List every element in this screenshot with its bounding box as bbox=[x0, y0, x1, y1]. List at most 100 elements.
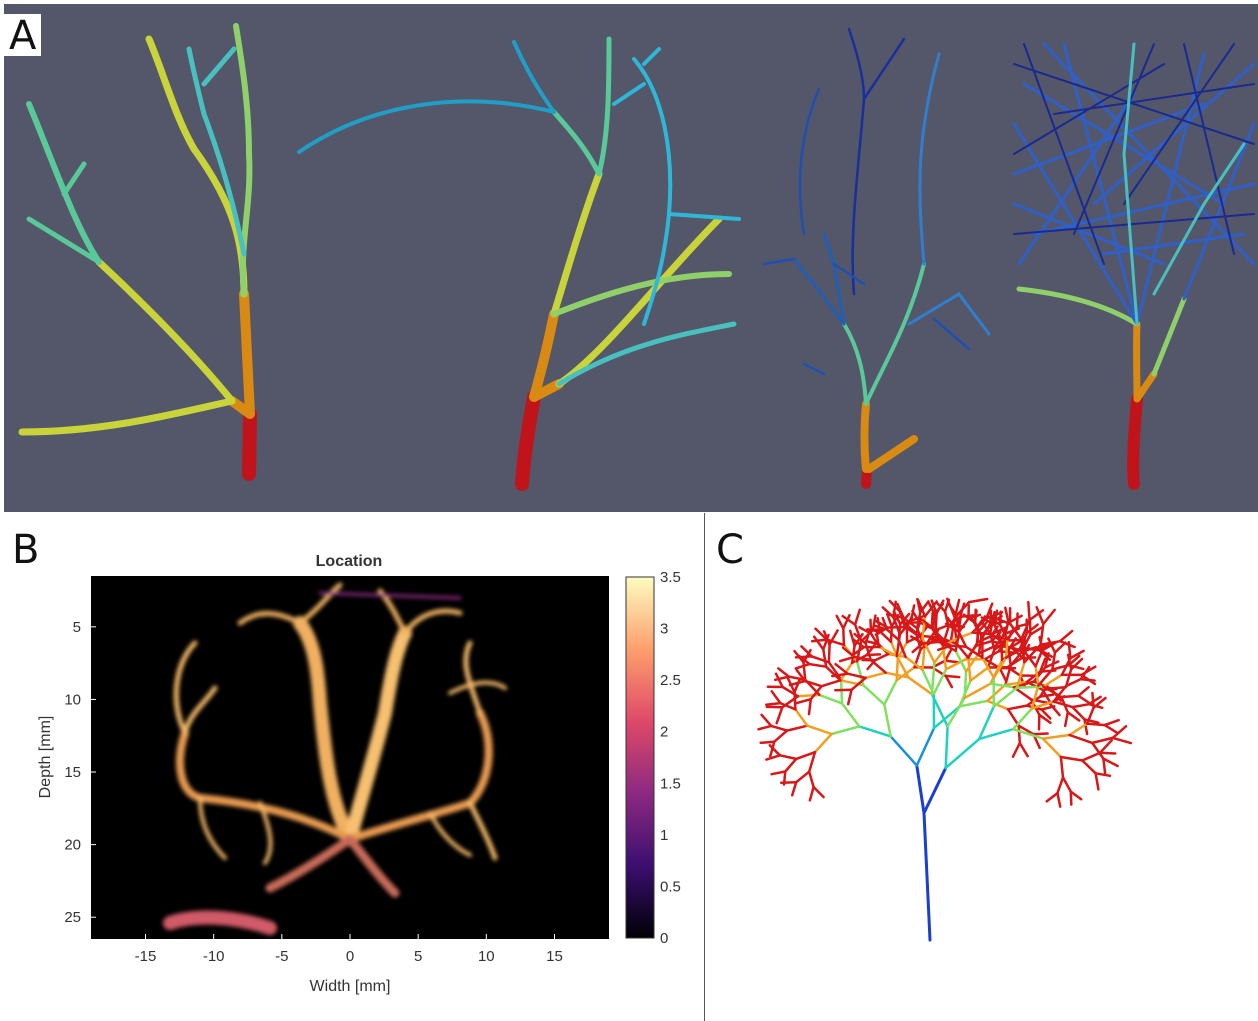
tree-branch bbox=[1069, 790, 1073, 806]
tree-branch bbox=[981, 656, 996, 680]
tree-branch bbox=[909, 614, 927, 622]
tree-branch bbox=[898, 609, 907, 629]
tree-branch bbox=[921, 640, 941, 645]
tree-branch bbox=[1023, 651, 1037, 668]
tree-branch bbox=[992, 656, 1008, 680]
tree-branch bbox=[777, 667, 791, 678]
tree-branch bbox=[1052, 684, 1068, 703]
colorbar-ticks: 0 0.5 1 1.5 2 2.5 3 3.5 bbox=[660, 569, 681, 947]
tree-branch bbox=[810, 638, 829, 643]
tree-branch bbox=[909, 604, 916, 622]
tree-branch bbox=[1042, 673, 1064, 688]
tree-branch bbox=[923, 600, 938, 618]
tree-branch bbox=[978, 727, 1015, 741]
tree-branch bbox=[876, 617, 882, 633]
tree-branch bbox=[1029, 626, 1044, 636]
colorbar-tick-label: 3.5 bbox=[660, 569, 681, 586]
tree-branch bbox=[774, 672, 784, 689]
tree-branch bbox=[1015, 660, 1026, 689]
tree-branch bbox=[809, 684, 823, 701]
tree-branch bbox=[1081, 759, 1097, 775]
tree-branch bbox=[962, 613, 977, 625]
tree-branch bbox=[768, 744, 782, 757]
tree-branch bbox=[1059, 755, 1084, 762]
tree-branch bbox=[775, 706, 784, 725]
tree-branch bbox=[946, 696, 966, 728]
tree-branch bbox=[885, 628, 900, 642]
tree-branch bbox=[797, 654, 811, 666]
tree-branch bbox=[794, 770, 811, 784]
tree-3 bbox=[762, 27, 991, 489]
tree-branch bbox=[813, 732, 833, 754]
tree-branch bbox=[933, 602, 945, 616]
tree-branch bbox=[919, 617, 934, 629]
tree-branch bbox=[978, 705, 996, 741]
y-axis-label: Depth [mm] bbox=[37, 716, 54, 799]
tree-branch bbox=[938, 638, 952, 647]
tree-branch bbox=[1060, 694, 1080, 699]
tree-branch bbox=[841, 614, 857, 626]
tree-branch bbox=[850, 676, 867, 691]
tree-branch bbox=[1023, 643, 1042, 664]
tree-branch bbox=[1006, 707, 1020, 727]
tree-branch bbox=[1051, 663, 1071, 671]
tree-branch bbox=[1090, 741, 1105, 760]
tree-branch bbox=[1015, 612, 1019, 628]
tree-branch bbox=[1010, 646, 1027, 654]
tree-branch bbox=[830, 725, 861, 736]
tree-branch bbox=[769, 724, 789, 732]
tree-branch bbox=[1038, 657, 1047, 673]
tree-branch bbox=[781, 685, 800, 698]
tree-branch bbox=[869, 618, 873, 635]
tree-branch bbox=[1094, 772, 1100, 791]
tree-branch bbox=[1027, 600, 1031, 622]
tree-branch bbox=[807, 750, 817, 773]
tree-2 bbox=[297, 36, 741, 491]
tree-branch bbox=[1004, 680, 1029, 686]
x-tick-label: -10 bbox=[203, 948, 225, 965]
tree-branch bbox=[967, 656, 972, 683]
tree-branch bbox=[934, 612, 938, 632]
tree-branch bbox=[1061, 776, 1073, 793]
tree-branch bbox=[932, 668, 948, 696]
tree-branch bbox=[884, 671, 910, 679]
tree-branch bbox=[1102, 757, 1119, 768]
tree-branch bbox=[769, 740, 776, 758]
tree-branch bbox=[800, 645, 814, 658]
tree-branch bbox=[839, 661, 854, 681]
tree-branch bbox=[963, 682, 992, 700]
tree-branch bbox=[954, 598, 961, 616]
tree-branch bbox=[1018, 741, 1029, 758]
tree-renderings-canvas bbox=[18, 23, 1256, 491]
tree-branch bbox=[1043, 652, 1050, 669]
tree-branch bbox=[851, 638, 866, 649]
tree-branch bbox=[1042, 608, 1056, 626]
tree-branch bbox=[986, 683, 1007, 703]
tree-branch bbox=[1083, 718, 1089, 736]
tree-branch bbox=[986, 699, 1010, 711]
tree-branch bbox=[1049, 686, 1067, 690]
tree-branch bbox=[814, 627, 829, 641]
tree-branch bbox=[895, 654, 910, 679]
tree-branch bbox=[827, 643, 831, 664]
tree-branch bbox=[770, 770, 787, 776]
tree-branch bbox=[944, 622, 960, 633]
tree-branch bbox=[834, 662, 849, 675]
tree-branch bbox=[944, 737, 981, 770]
tree-branch bbox=[812, 785, 825, 799]
tree-branch bbox=[1079, 665, 1091, 681]
panel-a-tree-renderings bbox=[4, 4, 1258, 512]
tree-branch bbox=[1056, 776, 1065, 795]
tree-branch bbox=[840, 702, 861, 728]
tree-branch bbox=[957, 630, 968, 649]
tree-branch bbox=[1041, 733, 1071, 740]
tree-branch bbox=[862, 683, 886, 706]
tree-branch bbox=[784, 757, 798, 773]
tree-branch bbox=[1038, 713, 1052, 725]
tree-branch bbox=[958, 699, 989, 708]
tree-branch bbox=[794, 662, 811, 670]
tree-branch bbox=[807, 697, 813, 716]
tree-branch bbox=[1025, 670, 1042, 684]
tree-branch bbox=[964, 652, 981, 673]
tree-branch bbox=[1006, 625, 1019, 641]
